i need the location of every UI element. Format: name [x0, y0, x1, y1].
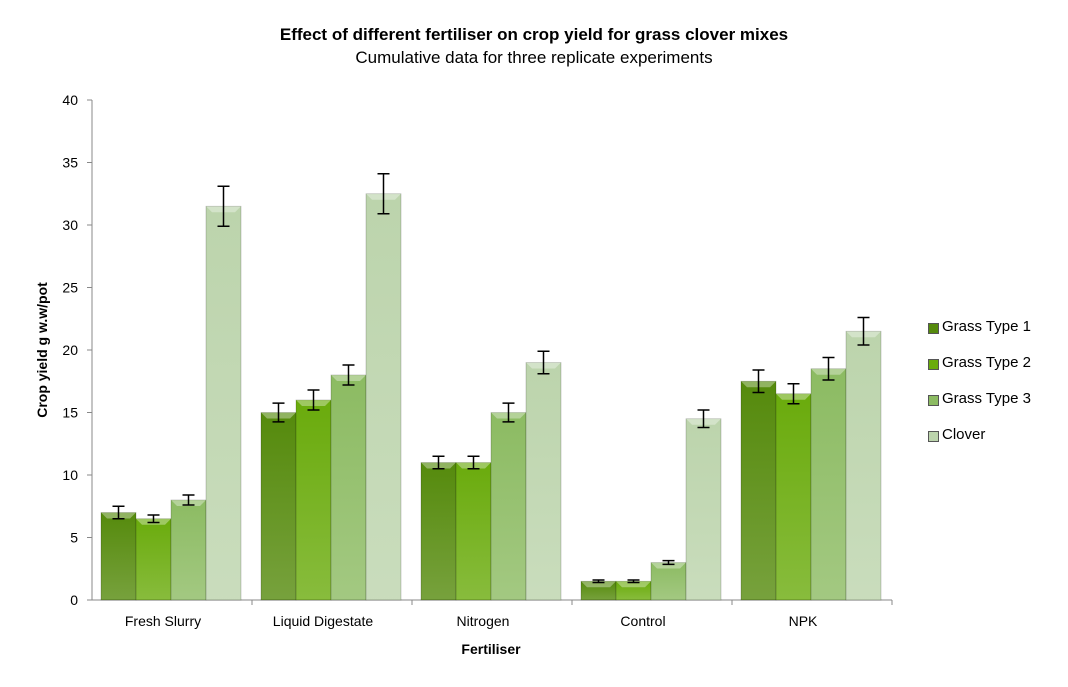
bar — [810, 368, 847, 601]
bar — [455, 462, 492, 601]
y-tick-label: 20 — [62, 342, 78, 358]
bar — [100, 512, 137, 601]
legend-swatch — [928, 359, 939, 370]
legend: Grass Type 1 Grass Type 2 Grass Type 3 Clov… — [928, 318, 1031, 462]
y-tick-label: 40 — [62, 92, 78, 108]
legend-item: Clover — [928, 426, 1031, 462]
bar — [845, 330, 882, 601]
x-tick-label: NPK — [789, 613, 818, 629]
x-tick-label: Fresh Slurry — [125, 613, 201, 629]
legend-item: Grass Type 2 — [928, 354, 1031, 390]
y-axis-label: Crop yield g w.w/pot — [34, 282, 50, 418]
legend-item: Grass Type 3 — [928, 390, 1031, 426]
y-tick-label: 10 — [62, 467, 78, 483]
y-tick-label: 15 — [62, 405, 78, 421]
y-tick-label: 5 — [70, 530, 78, 546]
x-tick-label: Control — [620, 613, 665, 629]
legend-label: Grass Type 1 — [942, 318, 1031, 335]
bar-bevel — [581, 581, 616, 588]
chart-subtitle: Cumulative data for three replicate expe… — [355, 48, 713, 67]
legend-label: Grass Type 3 — [942, 390, 1031, 407]
bar — [775, 393, 812, 601]
bar-bevel — [651, 562, 686, 569]
bar — [490, 412, 527, 601]
x-axis-label: Fertiliser — [461, 641, 521, 657]
bar — [365, 193, 402, 601]
chart-title: Effect of different fertiliser on crop y… — [279, 25, 789, 44]
legend-swatch — [928, 395, 939, 406]
x-tick-label: Nitrogen — [457, 613, 510, 629]
bar — [525, 362, 562, 601]
legend-label: Clover — [942, 426, 986, 443]
bar — [295, 399, 332, 601]
bar — [170, 499, 207, 601]
bar — [740, 380, 777, 601]
bar — [330, 374, 367, 601]
bar-bevel — [616, 581, 651, 588]
y-tick-label: 0 — [70, 592, 78, 608]
x-tick-label: Liquid Digestate — [273, 613, 374, 629]
bar — [685, 418, 722, 601]
legend-item: Grass Type 1 — [928, 318, 1031, 354]
bar — [205, 205, 242, 601]
bar — [135, 518, 172, 601]
y-tick-label: 25 — [62, 280, 78, 296]
legend-label: Grass Type 2 — [942, 354, 1031, 371]
bar — [260, 412, 297, 601]
y-tick-label: 30 — [62, 217, 78, 233]
y-tick-label: 35 — [62, 155, 78, 171]
bar — [420, 462, 457, 601]
legend-swatch — [928, 323, 939, 334]
legend-swatch — [928, 431, 939, 442]
